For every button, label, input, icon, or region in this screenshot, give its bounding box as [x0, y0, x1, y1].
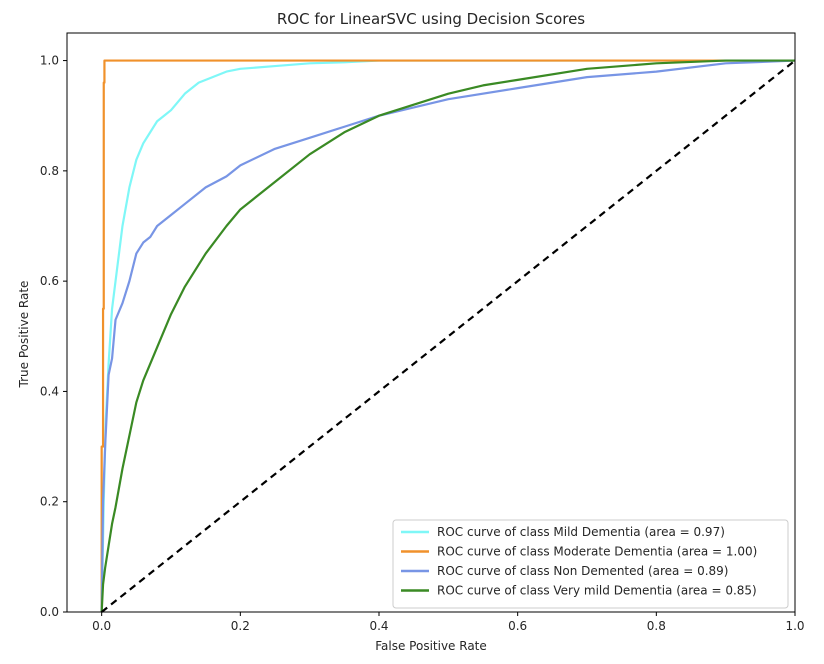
x-tick-label: 0.2 — [231, 619, 250, 633]
y-tick-label: 0.4 — [40, 384, 59, 398]
y-tick-label: 0.2 — [40, 495, 59, 509]
y-axis-label: True Positive Rate — [17, 281, 31, 389]
x-tick-label: 0.0 — [92, 619, 111, 633]
x-tick-label: 0.6 — [508, 619, 527, 633]
y-tick-label: 0.0 — [40, 605, 59, 619]
x-tick-label: 0.8 — [647, 619, 666, 633]
y-tick-label: 1.0 — [40, 54, 59, 68]
y-tick-label: 0.6 — [40, 274, 59, 288]
legend-box — [392, 519, 789, 609]
series-line-3 — [100, 59, 795, 613]
legend: ROC curve of class Mild Dementia (area =… — [392, 519, 789, 609]
x-tick-label: 1.0 — [785, 619, 804, 633]
legend-entry: ROC curve of class Very mild Dementia (a… — [437, 584, 757, 598]
chart-title: ROC for LinearSVC using Decision Scores — [277, 10, 585, 28]
y-tick-label: 0.8 — [40, 164, 59, 178]
legend-entry: ROC curve of class Moderate Dementia (ar… — [437, 545, 757, 559]
series-line-1 — [100, 59, 795, 612]
x-tick-label: 0.4 — [369, 619, 388, 633]
plot-frame — [66, 32, 796, 613]
legend-entry: ROC curve of class Mild Dementia (area =… — [437, 525, 725, 539]
series-line-2 — [100, 59, 796, 613]
x-axis-label: False Positive Rate — [375, 639, 487, 653]
legend-entry: ROC curve of class Non Demented (area = … — [437, 564, 728, 578]
chance-diagonal-line — [100, 59, 796, 613]
plot-area: 0.0 0.2 0.4 0.6 0.8 1.0 0.0 0.2 0.4 0.6 0.8 1.0 — [40, 32, 805, 633]
